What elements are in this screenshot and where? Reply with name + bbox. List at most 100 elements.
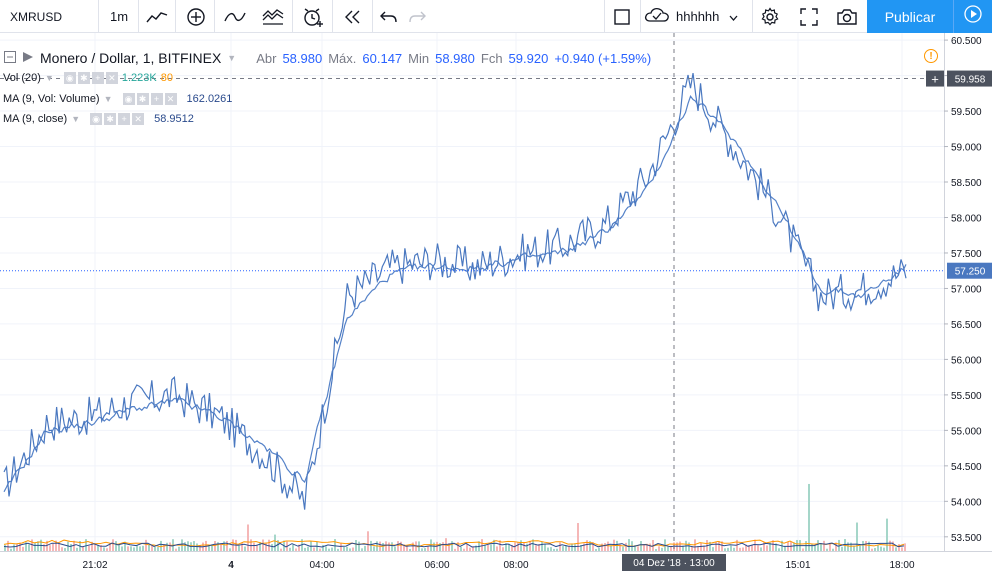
- volume-bar: [655, 548, 657, 551]
- plus-icon[interactable]: +: [150, 93, 163, 105]
- volume-bar: [562, 546, 564, 551]
- indicator-ma-volume[interactable]: MA (9, Vol: Volume) ▼ ◉ ✱ + ✕ 162.0261: [3, 93, 232, 105]
- maximize-icon[interactable]: [792, 0, 826, 33]
- volume-bar: [778, 548, 780, 551]
- eye-icon[interactable]: ◉: [122, 93, 135, 105]
- toolbar-divider: [138, 0, 139, 33]
- volume-bar: [409, 548, 411, 551]
- volume-bar: [55, 540, 57, 551]
- camera-icon[interactable]: [830, 0, 864, 33]
- volume-bar: [61, 547, 63, 551]
- volume-bar: [25, 542, 27, 551]
- volume-bar: [847, 542, 849, 551]
- volume-bar: [841, 546, 843, 551]
- gear-icon[interactable]: ✱: [136, 93, 149, 105]
- volume-bar: [820, 543, 822, 551]
- price-tick-label: 56.000: [951, 355, 982, 366]
- volume-bar: [802, 548, 804, 551]
- volume-bar: [628, 539, 630, 551]
- indicators-icon[interactable]: [218, 0, 252, 33]
- collapse-legend-icon[interactable]: [4, 50, 16, 66]
- time-tick-label: 08:00: [503, 560, 528, 571]
- volume-bar: [130, 546, 132, 551]
- toolbar-divider: [640, 0, 641, 33]
- price-chart[interactable]: 60.50060.00059.50059.00058.50058.00057.5…: [0, 33, 992, 581]
- indicator-ma-close[interactable]: MA (9, close) ▼ ◉ ✱ + ✕ 58.9512: [3, 113, 194, 125]
- volume-bar: [22, 546, 24, 551]
- caret-down-icon[interactable]: ▼: [44, 73, 54, 83]
- volume-bar: [646, 543, 648, 551]
- volume-bar: [73, 540, 75, 551]
- symbol-search[interactable]: XMRUSD: [0, 0, 98, 33]
- volume-bar: [523, 542, 525, 551]
- close-icon[interactable]: ✕: [105, 72, 118, 84]
- indicator-volume[interactable]: Vol (20) ▼ ◉ ✱ + ✕ 1.223K 80: [3, 72, 173, 84]
- volume-bar: [712, 547, 714, 551]
- gear-icon[interactable]: ✱: [77, 72, 90, 84]
- warning-icon[interactable]: !: [924, 49, 938, 63]
- caret-down-icon[interactable]: ▼: [103, 94, 113, 104]
- volume-bar: [640, 541, 642, 551]
- volume-bar: [517, 542, 519, 551]
- volume-bar: [463, 548, 465, 551]
- close-icon[interactable]: ✕: [164, 93, 177, 105]
- volume-bar: [166, 542, 168, 551]
- volume-bar: [472, 546, 474, 551]
- plus-icon[interactable]: +: [91, 72, 104, 84]
- crosshair-time-badge: [622, 554, 726, 571]
- compare-add-icon[interactable]: [180, 0, 212, 33]
- volume-bar: [352, 547, 354, 551]
- toolbar-divider: [98, 0, 99, 33]
- volume-bar: [592, 542, 594, 551]
- symbol-title[interactable]: Monero / Dollar, 1, BITFINEX: [40, 50, 222, 66]
- publish-button[interactable]: Publicar: [867, 0, 953, 33]
- eye-icon[interactable]: ◉: [90, 113, 103, 125]
- indicator-label: MA (9, Vol: Volume): [3, 93, 100, 105]
- volume-bar: [643, 544, 645, 551]
- crosshair-plus-button: [926, 70, 944, 87]
- caret-down-icon[interactable]: ▼: [71, 114, 81, 124]
- volume-bar: [604, 542, 606, 551]
- chart-axes: 60.50060.00059.50059.00058.50058.00057.5…: [0, 33, 992, 581]
- volume-bar: [331, 547, 333, 551]
- caret-down-icon[interactable]: ▼: [227, 53, 237, 63]
- play-button[interactable]: [953, 0, 992, 33]
- templates-icon[interactable]: [256, 0, 290, 33]
- volume-bar: [571, 543, 573, 551]
- gear-icon[interactable]: ✱: [104, 113, 117, 125]
- volume-bar: [619, 544, 621, 551]
- interval-button[interactable]: 1m: [103, 0, 135, 33]
- volume-bar: [328, 548, 330, 551]
- undo-icon[interactable]: [375, 0, 403, 33]
- fullscreen-square-icon[interactable]: [607, 0, 637, 33]
- volume-bar: [34, 543, 36, 551]
- alert-clock-icon[interactable]: [296, 0, 330, 33]
- volume-bar: [625, 542, 627, 551]
- eye-icon[interactable]: ◉: [63, 72, 76, 84]
- layout-save-button[interactable]: hhhhhh: [644, 0, 752, 33]
- plus-icon[interactable]: +: [118, 113, 131, 125]
- volume-bar: [481, 539, 483, 551]
- indicator-label: MA (9, close): [3, 113, 68, 125]
- replay-rewind-icon[interactable]: [336, 0, 370, 33]
- volume-bar: [904, 543, 906, 551]
- volume-bar: [337, 548, 339, 551]
- volume-bar: [253, 542, 255, 551]
- volume-bar: [148, 544, 150, 551]
- volume-bar: [238, 545, 240, 551]
- volume-bar: [325, 546, 327, 551]
- redo-icon[interactable]: [403, 0, 431, 33]
- close-icon[interactable]: ✕: [132, 113, 145, 125]
- layout-name: hhhhhh: [676, 9, 720, 24]
- chart-type-icon[interactable]: [141, 0, 173, 33]
- price-axis-background: [944, 33, 992, 581]
- volume-bar: [730, 545, 732, 551]
- volume-bar: [319, 548, 321, 551]
- volume-bar: [661, 547, 663, 551]
- volume-bar: [262, 539, 264, 551]
- volume-bar: [658, 546, 660, 551]
- volume-bar: [832, 548, 834, 551]
- gear-icon[interactable]: [754, 0, 786, 33]
- volume-bar: [160, 540, 162, 551]
- volume-bar: [346, 546, 348, 551]
